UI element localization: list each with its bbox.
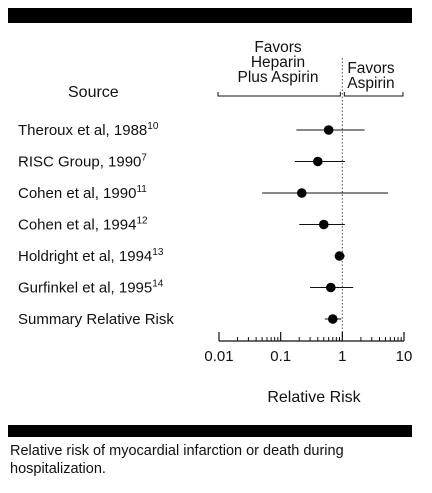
point-estimate <box>327 314 338 324</box>
study-row: Holdright et al, 199413 <box>18 247 345 265</box>
bottom-rule <box>8 425 412 437</box>
figure-caption: Relative risk of myocardial infarction o… <box>10 443 344 477</box>
tick-label: 0.1 <box>270 348 291 365</box>
study-row: Cohen et al, 199011 <box>18 184 388 202</box>
bracket-right <box>343 92 404 97</box>
point-estimate <box>318 219 329 230</box>
point-estimate <box>325 282 336 293</box>
study-row: Theroux et al, 198810 <box>18 121 365 139</box>
study-reference: 11 <box>136 184 147 195</box>
study-label: Cohen et al, 199412 <box>18 216 148 234</box>
source-header: Source <box>68 84 119 101</box>
favors-brackets <box>217 92 404 97</box>
favors-right-line: Favors <box>347 60 395 77</box>
study-label: Gurfinkel et al, 199514 <box>18 279 164 297</box>
study-reference: 12 <box>136 216 148 227</box>
point-estimate <box>323 125 334 135</box>
point-estimate <box>312 156 323 167</box>
study-label: RISC Group, 19907 <box>18 153 147 171</box>
study-label: Holdright et al, 199413 <box>18 247 164 265</box>
study-label: Theroux et al, 198810 <box>18 121 159 139</box>
study-reference: 14 <box>152 279 164 290</box>
point-estimate <box>296 188 307 198</box>
study-row: Gurfinkel et al, 199514 <box>18 279 354 297</box>
favors-right-line: Aspirin <box>347 75 394 92</box>
x-axis-label: Relative Risk <box>267 389 361 406</box>
study-reference: 7 <box>141 153 147 164</box>
study-row: Cohen et al, 199412 <box>18 216 345 234</box>
favors-left-line: Plus Aspirin <box>238 69 319 86</box>
study-row: RISC Group, 19907 <box>18 153 345 171</box>
favors-left-line: Heparin <box>251 54 305 71</box>
study-label: Summary Relative Risk <box>18 311 174 328</box>
tick-label: 10 <box>396 348 413 365</box>
study-reference: 10 <box>147 121 159 132</box>
study-row: Summary Relative Risk <box>18 311 342 328</box>
x-axis: 0.01 0.1 1 10 <box>204 332 412 365</box>
tick-label: 1 <box>338 348 346 365</box>
study-label: Cohen et al, 199011 <box>18 184 147 202</box>
study-reference: 13 <box>152 247 164 258</box>
favors-left-line: Favors <box>254 39 302 56</box>
top-rule <box>8 8 412 23</box>
point-estimate <box>334 251 345 261</box>
tick-label: 0.01 <box>204 348 233 365</box>
study-rows: Theroux et al, 198810 RISC Group, 19907 Co… <box>18 121 388 328</box>
bracket-left <box>217 92 341 97</box>
